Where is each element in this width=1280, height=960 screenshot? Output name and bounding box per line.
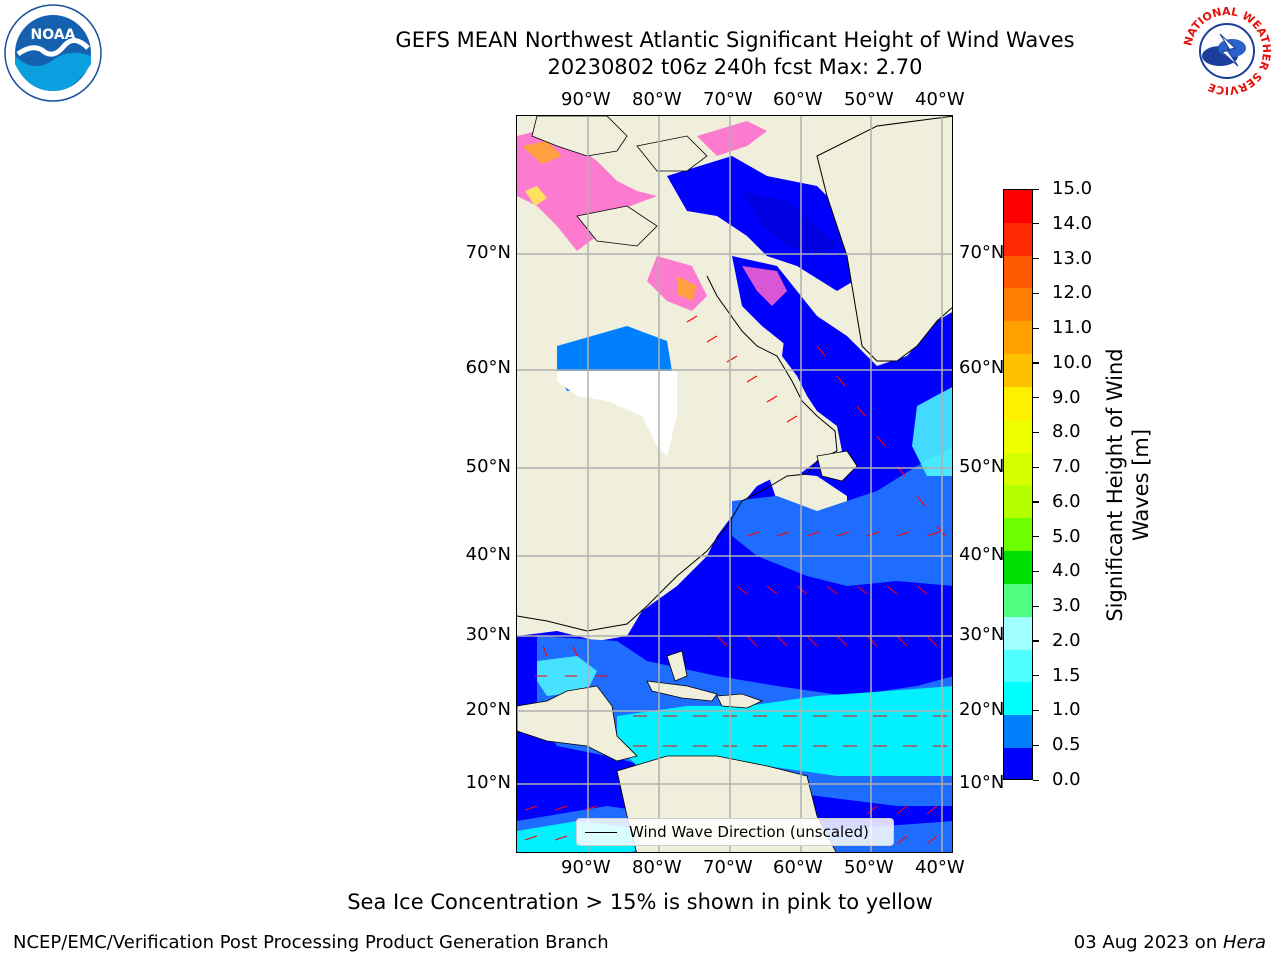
legend-line-icon	[585, 832, 617, 834]
colorbar-segment	[1004, 649, 1032, 683]
lon-label-top: 90°W	[561, 89, 611, 110]
colorbar-segment	[1004, 748, 1032, 779]
colorbar-tick-mark	[1033, 709, 1039, 712]
colorbar-tick-mark	[1033, 744, 1039, 746]
page-subtitle: 20230802 t06z 240h fcst Max: 2.70	[547, 55, 923, 79]
colorbar-tick-mark	[1033, 675, 1039, 677]
colorbar-tick-mark	[1033, 501, 1039, 503]
lon-label-bottom: 70°W	[703, 857, 753, 878]
colorbar-tick-label: 6.0	[1052, 490, 1081, 512]
colorbar-segment	[1004, 321, 1032, 355]
lon-label-top: 40°W	[915, 89, 965, 110]
nws-logo-icon: NATIONAL WEATHER SERVICE	[1180, 4, 1274, 98]
colorbar-segment	[1004, 518, 1032, 552]
colorbar-label: Significant Height of Wind Waves [m]	[1102, 348, 1154, 621]
lon-label-top: 70°W	[703, 89, 753, 110]
colorbar-tick-label: 2.0	[1052, 629, 1081, 651]
footer-date-text: 03 Aug 2023 on	[1073, 932, 1223, 953]
lat-label-left: 70°N	[465, 242, 511, 263]
colorbar-tick-label: 3.0	[1052, 595, 1081, 617]
lat-label-right: 50°N	[959, 456, 1005, 477]
lon-label-top: 60°W	[773, 89, 823, 110]
legend-label: Wind Wave Direction (unscaled)	[629, 823, 869, 841]
footer-date: 03 Aug 2023 on Hera	[1074, 932, 1266, 953]
lon-label-top: 50°W	[844, 89, 894, 110]
colorbar-segment	[1004, 288, 1032, 322]
lat-label-left: 50°N	[465, 456, 511, 477]
lon-label-bottom: 60°W	[773, 857, 823, 878]
lon-label-top: 80°W	[632, 89, 682, 110]
colorbar-tick-mark	[1033, 258, 1039, 260]
footer-credit: NCEP/EMC/Verification Post Processing Pr…	[13, 932, 609, 953]
noaa-logo-icon: NOAA	[4, 4, 102, 102]
colorbar-tick-mark	[1033, 397, 1039, 399]
lat-label-left: 30°N	[465, 624, 511, 645]
colorbar-segment	[1004, 583, 1032, 617]
colorbar-tick-label: 10.0	[1052, 351, 1093, 373]
map-legend: Wind Wave Direction (unscaled)	[576, 818, 894, 846]
colorbar-tick-mark	[1033, 431, 1039, 434]
lon-label-bottom: 80°W	[632, 857, 682, 878]
lon-label-bottom: 90°W	[561, 857, 611, 878]
colorbar-segment	[1004, 354, 1032, 387]
colorbar-segment	[1004, 551, 1032, 584]
lat-label-right: 10°N	[959, 772, 1005, 793]
colorbar-tick-label: 4.0	[1052, 560, 1081, 582]
colorbar-tick-mark	[1033, 466, 1039, 468]
sea-ice-note: Sea Ice Concentration > 15% is shown in …	[347, 890, 933, 914]
colorbar-tick-mark	[1033, 605, 1039, 607]
colorbar-segment	[1004, 419, 1032, 453]
noaa-logo-text: NOAA	[31, 27, 76, 43]
colorbar-tick-mark	[1033, 327, 1039, 329]
lat-label-right: 40°N	[959, 544, 1005, 565]
colorbar-segment	[1004, 616, 1032, 650]
colorbar-tick-label: 0.5	[1052, 734, 1081, 756]
colorbar-tick-label: 9.0	[1052, 386, 1081, 408]
lat-label-left: 10°N	[465, 772, 511, 793]
colorbar-tick-mark	[1033, 223, 1039, 225]
colorbar-label-line1: Significant Height of Wind	[1103, 348, 1127, 622]
colorbar-tick-label: 1.0	[1052, 699, 1081, 721]
lat-label-left: 60°N	[465, 357, 511, 378]
page-title: GEFS MEAN Northwest Atlantic Significant…	[395, 28, 1075, 52]
lon-label-bottom: 40°W	[915, 857, 965, 878]
colorbar-segment	[1004, 452, 1032, 486]
colorbar-tick-mark	[1033, 362, 1039, 364]
footer-host: Hera	[1222, 932, 1266, 953]
colorbar-tick-label: 8.0	[1052, 421, 1081, 443]
lon-label-bottom: 50°W	[844, 857, 894, 878]
colorbar-tick-label: 14.0	[1052, 212, 1093, 234]
colorbar-tick-mark	[1033, 779, 1039, 781]
colorbar-segment	[1004, 190, 1032, 223]
lat-label-right: 20°N	[959, 699, 1005, 720]
colorbar-tick-label: 5.0	[1052, 525, 1081, 547]
lat-label-right: 70°N	[959, 242, 1005, 263]
lat-label-right: 60°N	[959, 357, 1005, 378]
colorbar-tick-label: 7.0	[1052, 456, 1081, 478]
colorbar-segment	[1004, 682, 1032, 716]
colorbar-tick-label: 15.0	[1052, 178, 1093, 199]
colorbar-tick-mark	[1033, 292, 1039, 294]
colorbar-segment	[1004, 485, 1032, 519]
lat-label-right: 30°N	[959, 624, 1005, 645]
colorbar-label-line2: Waves [m]	[1129, 428, 1153, 542]
wave-height-map	[516, 115, 953, 853]
colorbar-segment	[1004, 222, 1032, 256]
colorbar-tick-mark	[1033, 640, 1039, 642]
lat-label-left: 20°N	[465, 699, 511, 720]
colorbar-tick-mark	[1033, 536, 1039, 538]
colorbar-tick-label: 13.0	[1052, 247, 1093, 269]
colorbar-tick-label: 1.5	[1052, 664, 1081, 686]
colorbar-segment	[1004, 715, 1032, 749]
colorbar-tick-label: 12.0	[1052, 282, 1093, 304]
colorbar-tick-label: 11.0	[1052, 317, 1093, 339]
colorbar-segment	[1004, 255, 1032, 289]
colorbar-tick-label: 0.0	[1052, 769, 1081, 790]
colorbar	[1003, 189, 1033, 780]
lat-label-left: 40°N	[465, 544, 511, 565]
colorbar-tick-mark	[1033, 188, 1039, 190]
colorbar-tick-mark	[1033, 570, 1039, 573]
colorbar-segment	[1004, 386, 1032, 420]
